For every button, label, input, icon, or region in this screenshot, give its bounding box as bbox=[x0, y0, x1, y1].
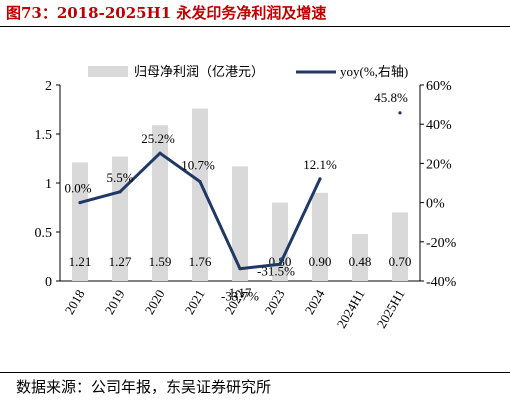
yoy-value-label: -31.5% bbox=[257, 263, 295, 278]
yoy-value-label: 25.2% bbox=[141, 131, 175, 146]
x-tick-labels: 2018 2019 2020 2021 2022 2023 2024 2024H1 2025H1 bbox=[62, 287, 408, 331]
legend-bar-label: 归母净利润（亿港元） bbox=[134, 64, 264, 79]
chart: 归母净利润（亿港元） yoy(%,右轴) 1.21 1.27 1.59 1.76 1.1… bbox=[35, 64, 457, 331]
yoy-point bbox=[78, 201, 82, 205]
bar-value-label: 1.27 bbox=[109, 254, 132, 269]
figure-title: 图73：2018-2025H1 永发印务净利润及增速 bbox=[6, 4, 327, 22]
yoy-value-label: 10.7% bbox=[181, 158, 215, 173]
legend-bar-swatch bbox=[88, 66, 128, 77]
x-tick-label: 2025H1 bbox=[374, 287, 408, 331]
y-left-tick-labels: 0 0.5 1 1.5 2 bbox=[35, 79, 53, 290]
y-right-tick-label: 0% bbox=[426, 197, 445, 212]
x-tick-label: 2021 bbox=[182, 287, 208, 317]
y-right-tick-label: -20% bbox=[426, 236, 457, 251]
yoy-point bbox=[238, 267, 242, 271]
legend-line-label: yoy(%,右轴) bbox=[340, 64, 408, 79]
bar bbox=[72, 162, 88, 281]
yoy-point bbox=[198, 180, 202, 184]
bar bbox=[312, 192, 328, 281]
y-right-tick-label: 20% bbox=[426, 157, 452, 172]
y-left-tick-label: 1.5 bbox=[35, 128, 53, 143]
bar bbox=[192, 108, 208, 282]
yoy-value-label: 12.1% bbox=[303, 157, 337, 172]
bar-value-label: 1.59 bbox=[149, 254, 172, 269]
line-labels: 0.0% 5.5% 25.2% 10.7% -33.7% -31.5% 12.1% 45.8% bbox=[64, 90, 408, 304]
y-right-tick-labels: -40% -20% 0% 20% 40% 60% bbox=[426, 79, 457, 290]
y-left-tick-label: 1 bbox=[45, 177, 52, 192]
x-tick-label: 2019 bbox=[102, 287, 128, 317]
bar bbox=[352, 233, 368, 281]
x-tick-label: 2023 bbox=[262, 287, 288, 317]
bar-value-label: 0.70 bbox=[389, 254, 412, 269]
source-rule bbox=[0, 372, 510, 373]
x-tick-label: 2024H1 bbox=[334, 287, 368, 331]
yoy-value-label: 45.8% bbox=[374, 90, 408, 105]
bar-value-label: 1.17 bbox=[229, 285, 252, 300]
yoy-value-label: 0.0% bbox=[64, 181, 91, 196]
bar bbox=[232, 166, 248, 281]
yoy-value-label: -33.7% bbox=[221, 289, 259, 304]
bar-value-label: 0.90 bbox=[309, 254, 332, 269]
source-note: 数据来源：公司年报，东吴证券研究所 bbox=[16, 378, 272, 396]
yoy-point bbox=[278, 262, 282, 266]
yoy-point bbox=[318, 177, 322, 181]
line-series bbox=[78, 111, 402, 271]
y-right-tick-label: -40% bbox=[426, 275, 457, 290]
bar-value-label: 1.76 bbox=[189, 254, 212, 269]
y-left-tick-label: 0 bbox=[45, 275, 52, 290]
y-right-tick-label: 60% bbox=[426, 79, 452, 94]
bar bbox=[392, 212, 408, 281]
yoy-value-label: 5.5% bbox=[106, 170, 133, 185]
title-rule bbox=[0, 26, 510, 27]
bar-labels: 1.21 1.27 1.59 1.761.170.80 0.90 0.48 0.70 bbox=[69, 254, 412, 300]
x-tick-label: 2018 bbox=[62, 287, 88, 317]
y-left-tick-label: 2 bbox=[45, 79, 52, 94]
bar bbox=[152, 125, 168, 282]
bar-value-label: 1.21 bbox=[69, 254, 92, 269]
bar-value-label: 0.48 bbox=[349, 254, 372, 269]
y-left-tick-label: 0.5 bbox=[35, 226, 53, 241]
x-tick-label: 2020 bbox=[142, 287, 168, 317]
yoy-point bbox=[118, 190, 122, 194]
y-right-tick-label: 40% bbox=[426, 118, 452, 133]
yoy-point bbox=[398, 111, 402, 115]
legend: 归母净利润（亿港元） yoy(%,右轴) bbox=[88, 64, 408, 79]
bar bbox=[272, 202, 288, 281]
x-tick-label: 2024 bbox=[302, 287, 328, 317]
yoy-point bbox=[158, 151, 162, 155]
